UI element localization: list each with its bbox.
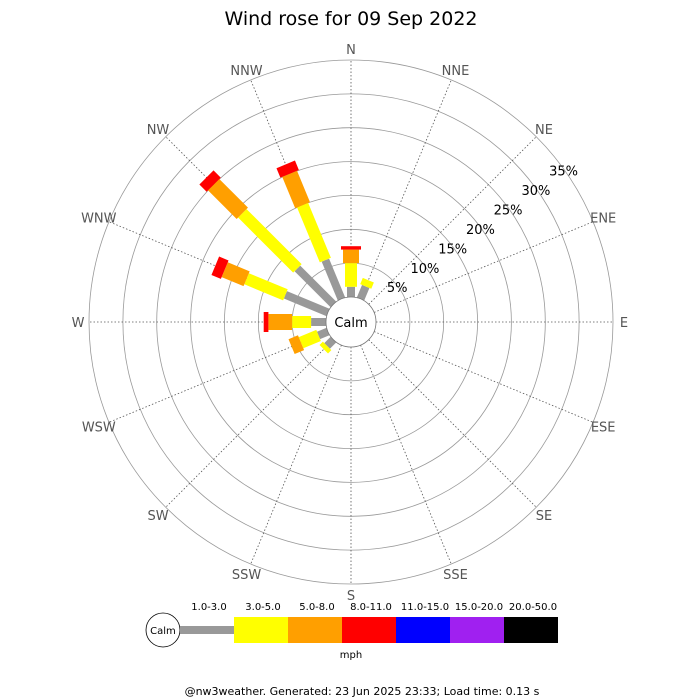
legend-label-20.0-50.0: 20.0-50.0 <box>509 602 557 613</box>
bar-nnw-8.0-11.0 <box>276 160 299 178</box>
spoke-ese <box>373 331 594 423</box>
direction-label-sw: SW <box>147 509 168 524</box>
bar-w-1.0-3.0 <box>311 318 327 326</box>
bar-nnw-5.0-8.0 <box>282 170 310 209</box>
direction-label-nnw: NNW <box>230 64 262 79</box>
legend-label-8.0-11.0: 8.0-11.0 <box>350 602 392 613</box>
legend-swatch-5.0-8.0 <box>288 617 342 643</box>
bar-wsw-5.0-8.0 <box>288 335 305 354</box>
direction-label-ne: NE <box>535 123 553 138</box>
bar-nw-1.0-3.0 <box>294 265 337 308</box>
ring-label-6: 30% <box>521 184 550 199</box>
bar-nnw-1.0-3.0 <box>321 258 346 301</box>
spoke-nne <box>360 79 452 300</box>
direction-label-ssw: SSW <box>232 568 262 583</box>
spoke-sse <box>360 344 452 565</box>
bar-nw-5.0-8.0 <box>207 178 248 219</box>
legend-swatch-11.0-15.0 <box>396 617 450 643</box>
legend-unit-label: mph <box>340 650 362 661</box>
bar-wnw-5.0-8.0 <box>221 262 250 287</box>
legend-swatch-15.0-20.0 <box>450 617 504 643</box>
bar-wnw-3.0-5.0 <box>244 273 288 301</box>
direction-label-e: E <box>620 316 628 331</box>
bar-n-5.0-8.0 <box>343 249 359 264</box>
spoke-ssw <box>250 344 342 565</box>
bar-w-3.0-5.0 <box>292 316 312 328</box>
bar-nw-3.0-5.0 <box>238 209 302 273</box>
legend-swatch-20.0-50.0 <box>504 617 558 643</box>
direction-label-wnw: WNW <box>81 212 117 227</box>
bar-nw-8.0-11.0 <box>199 170 221 192</box>
ring-label-4: 20% <box>466 223 495 238</box>
bar-sw-3.0-5.0 <box>319 341 332 354</box>
bar-w-5.0-8.0 <box>268 314 293 330</box>
legend-label-1.0-3.0: 1.0-3.0 <box>191 602 226 613</box>
legend-label-15.0-20.0: 15.0-20.0 <box>455 602 503 613</box>
footer-credit: @nw3weather. Generated: 23 Jun 2025 23:3… <box>185 685 540 698</box>
spoke-sw <box>165 339 334 508</box>
direction-label-sse: SSE <box>443 568 468 583</box>
direction-label-n: N <box>346 43 356 58</box>
legend-label-3.0-5.0: 3.0-5.0 <box>245 602 280 613</box>
direction-label-ese: ESE <box>591 421 616 436</box>
bar-n-8.0-11.0 <box>341 246 361 250</box>
ring-label-7: 35% <box>549 165 578 180</box>
direction-label-w: W <box>72 316 85 331</box>
bar-n-3.0-5.0 <box>345 263 357 287</box>
bar-w-8.0-11.0 <box>263 312 269 332</box>
speed-legend: Calm mph 1.0-3.0 3.0-5.0 5.0-8.0 8.0-11.0 11… <box>145 602 558 661</box>
direction-label-s: S <box>347 589 355 604</box>
legend-swatch-1.0-3.0 <box>180 626 234 634</box>
legend-swatch-8.0-11.0 <box>342 617 396 643</box>
wind-bars <box>199 160 374 354</box>
ring-7 <box>88 59 614 585</box>
bar-nnw-3.0-5.0 <box>297 202 331 263</box>
bar-nne-1.0-3.0 <box>356 284 370 301</box>
calm-label: Calm <box>334 316 367 331</box>
bar-wsw-1.0-3.0 <box>316 327 330 340</box>
direction-label-nw: NW <box>147 123 170 138</box>
ring-label-3: 15% <box>438 242 467 257</box>
legend-swatch-3.0-5.0 <box>234 617 288 643</box>
polar-grid <box>88 59 614 585</box>
ring-label-5: 25% <box>494 204 523 219</box>
spoke-wsw <box>108 331 329 423</box>
bar-wsw-3.0-5.0 <box>298 329 321 349</box>
calm-center: Calm <box>325 296 377 348</box>
bar-wnw-8.0-11.0 <box>211 256 229 279</box>
bar-wnw-1.0-3.0 <box>283 291 330 317</box>
ring-label-2: 10% <box>410 262 439 277</box>
legend-label-5.0-8.0: 5.0-8.0 <box>299 602 334 613</box>
spoke-se <box>368 339 537 508</box>
spoke-ne <box>368 136 537 305</box>
direction-label-ene: ENE <box>590 212 616 227</box>
direction-label-nne: NNE <box>442 64 470 79</box>
spoke-ene <box>373 221 594 313</box>
calm-circle <box>325 296 377 348</box>
legend-calm-label: Calm <box>150 626 176 637</box>
ring-label-1: 5% <box>387 281 408 296</box>
direction-label-wsw: WSW <box>82 421 116 436</box>
bar-nne-3.0-5.0 <box>360 277 374 289</box>
chart-title: Wind rose for 09 Sep 2022 <box>224 8 477 30</box>
bar-n-1.0-3.0 <box>347 286 355 297</box>
ring-4 <box>190 161 512 483</box>
direction-label-se: SE <box>536 509 552 524</box>
polar-labels: N NNE NE ENE E ESE SE SSE S SSW SW WSW W WNW NW NNW 5%10… <box>72 43 629 604</box>
legend-label-11.0-15.0: 11.0-15.0 <box>401 602 449 613</box>
